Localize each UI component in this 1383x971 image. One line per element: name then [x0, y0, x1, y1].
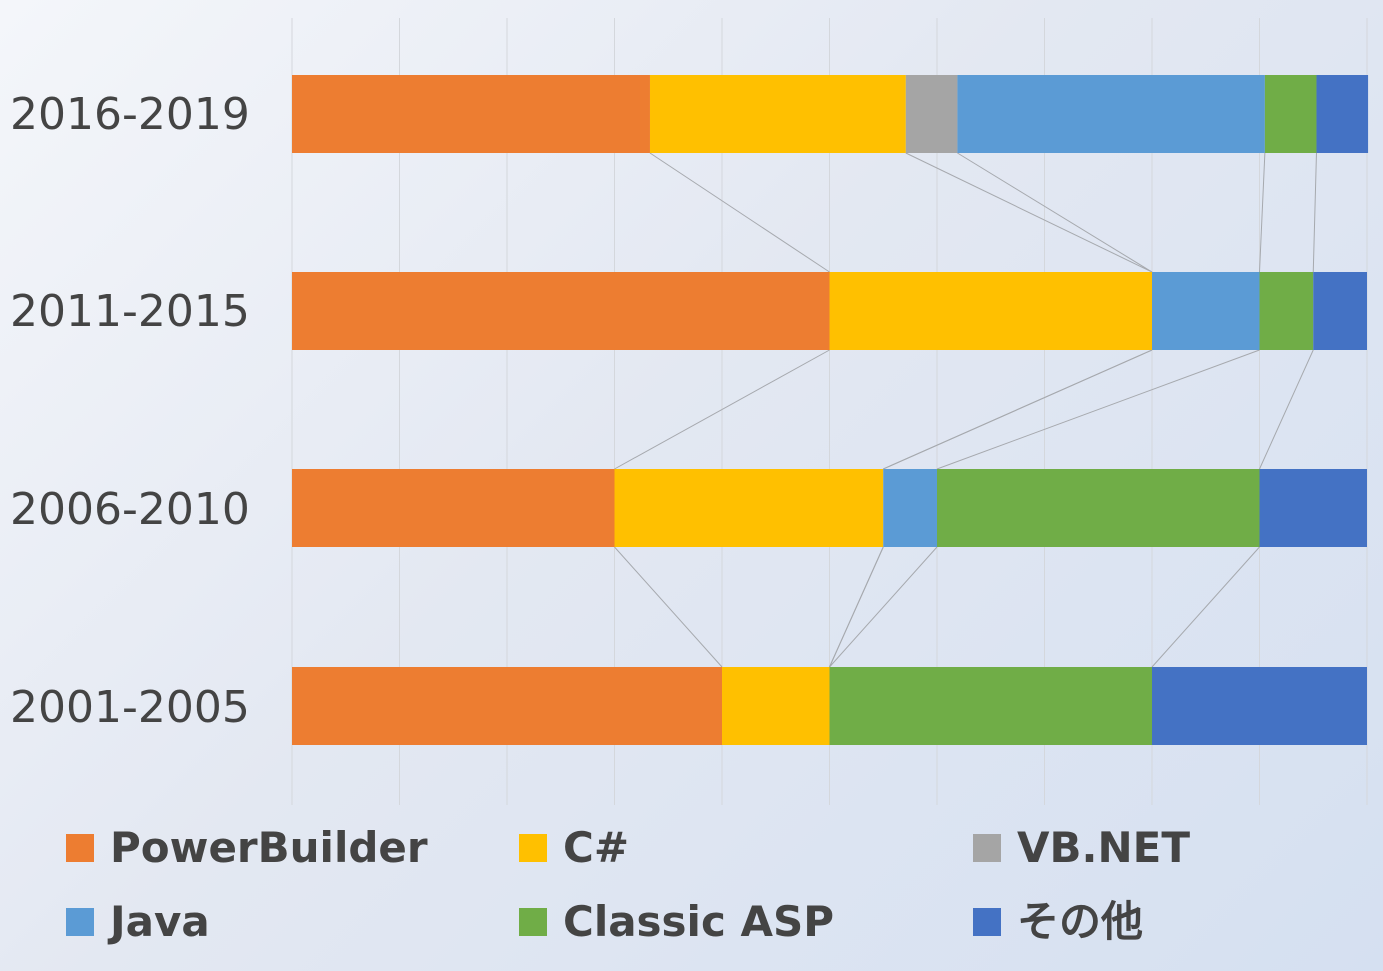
bar-segment--0: [1316, 75, 1369, 153]
legend-swatch: [973, 908, 1001, 936]
legend-label: Classic ASP: [563, 897, 835, 946]
series-line: [829, 546, 938, 668]
series-line: [614, 349, 830, 470]
series-line: [649, 152, 830, 273]
bar-segment--3: [1152, 667, 1367, 745]
legend-label: Java: [110, 897, 210, 946]
legend-swatch: [519, 908, 547, 936]
category-label-2011-2015: 2011-2015: [10, 286, 250, 337]
legend-swatch: [66, 834, 94, 862]
series-line: [883, 349, 1153, 470]
legend-swatch: [973, 834, 1001, 862]
bar-segment-java-2: [883, 469, 937, 547]
bar-segment-vb-net-0: [905, 75, 958, 153]
series-line: [614, 546, 723, 668]
series-line: [957, 152, 1153, 273]
bar-segment-classic-asp-2: [937, 469, 1260, 547]
series-line: [829, 546, 884, 668]
series-line: [1259, 152, 1266, 273]
bar-segment-java-1: [1152, 272, 1260, 350]
legend-item-classic-asp: Classic ASP: [519, 901, 834, 943]
category-label-2016-2019: 2016-2019: [10, 89, 250, 140]
bar-segment-c-1: [829, 272, 1152, 350]
bar-segment-classic-asp-1: [1259, 272, 1314, 350]
legend-label: その他: [1017, 897, 1144, 946]
bar-segment-classic-asp-3: [829, 667, 1152, 745]
legend-item-other: その他: [973, 901, 1143, 943]
bar-segment--1: [1313, 272, 1367, 350]
category-label-2001-2005: 2001-2005: [10, 682, 250, 733]
legend-label: PowerBuilder: [110, 823, 428, 872]
legend-label: C#: [563, 823, 630, 872]
bar-segment-powerbuilder-1: [292, 272, 830, 350]
bar-segment-powerbuilder-0: [292, 75, 650, 153]
legend-item-vbnet: VB.NET: [973, 827, 1190, 869]
legend-item-powerbuilder: PowerBuilder: [66, 827, 428, 869]
series-line: [1312, 152, 1317, 273]
bar-segment-c-0: [649, 75, 906, 153]
bar-segment-powerbuilder-2: [292, 469, 615, 547]
legend-item-csharp: C#: [519, 827, 629, 869]
bar-segment-classic-asp-0: [1264, 75, 1317, 153]
bar-segment--2: [1259, 469, 1367, 547]
series-line: [905, 152, 1153, 273]
bar-segment-powerbuilder-3: [292, 667, 722, 745]
legend-swatch: [519, 834, 547, 862]
legend-swatch: [66, 908, 94, 936]
bar-segment-c-3: [722, 667, 830, 745]
series-line: [1259, 349, 1314, 470]
series-line: [936, 349, 1260, 470]
series-line: [1151, 546, 1260, 668]
legend-item-java: Java: [66, 901, 210, 943]
category-label-2006-2010: 2006-2010: [10, 484, 250, 535]
bar-segment-c-2: [614, 469, 884, 547]
bar-segment-java-0: [957, 75, 1265, 153]
legend-label: VB.NET: [1017, 823, 1190, 872]
